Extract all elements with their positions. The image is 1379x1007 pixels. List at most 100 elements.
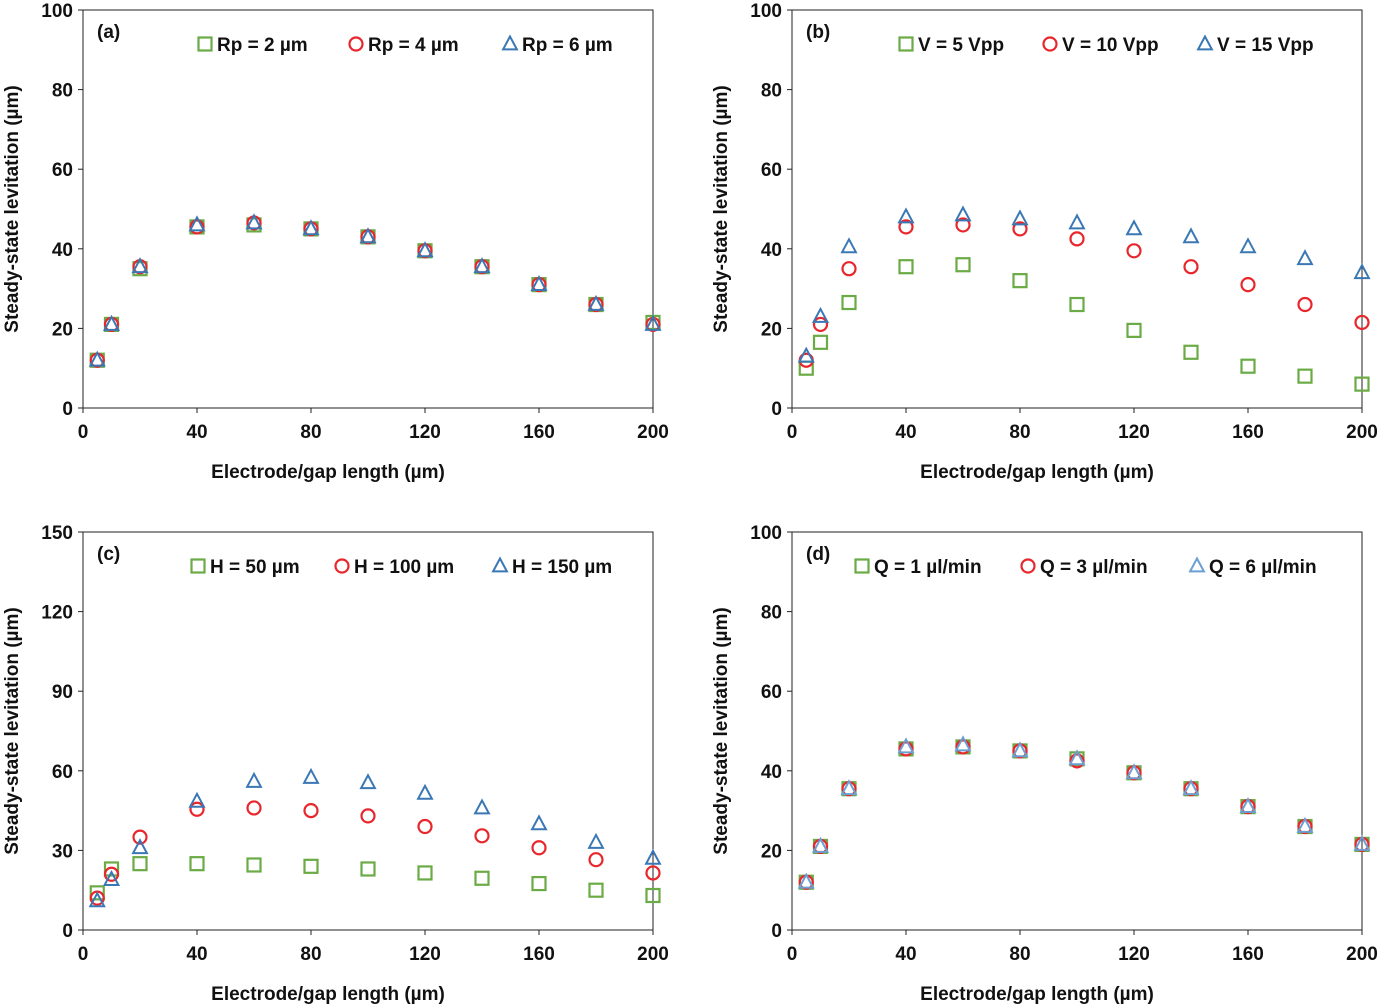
x-tick-label: 40 <box>895 422 916 443</box>
data-point <box>1296 249 1314 266</box>
x-tick-label: 120 <box>1118 944 1150 965</box>
data-point <box>132 829 148 845</box>
plot-area-frame <box>791 9 1363 409</box>
data-point <box>840 779 858 796</box>
y-tick-label: 90 <box>52 682 73 703</box>
data-point <box>1125 219 1143 236</box>
x-tick-label: 120 <box>409 422 441 443</box>
data-point <box>245 213 263 230</box>
y-tick-label: 20 <box>761 319 782 340</box>
y-axis-label: Steady-state levitation (µm) <box>2 607 23 854</box>
x-tick-label: 40 <box>186 944 207 965</box>
legend-marker-square <box>190 558 206 574</box>
data-point <box>1183 344 1199 360</box>
legend-entry: Q = 3 µl/min <box>1040 557 1148 578</box>
data-point <box>359 227 377 244</box>
legend-entry: H = 150 µm <box>512 557 612 578</box>
y-axis-label: Steady-state levitation (µm) <box>711 85 732 332</box>
x-tick-label: 200 <box>1346 422 1378 443</box>
x-tick-label: 160 <box>1232 944 1264 965</box>
data-point <box>954 735 972 752</box>
data-point <box>841 261 857 277</box>
data-point <box>1297 296 1313 313</box>
y-tick-label: 60 <box>52 160 73 181</box>
data-point <box>531 875 547 892</box>
data-point <box>246 800 262 816</box>
data-point <box>645 865 661 881</box>
data-point <box>103 866 120 882</box>
x-tick-label: 80 <box>300 422 321 443</box>
legend-entry: H = 50 µm <box>210 557 300 578</box>
panel-label: (d) <box>806 544 830 565</box>
y-tick-label: 60 <box>761 160 782 181</box>
x-tick-label: 80 <box>1009 422 1030 443</box>
x-tick-label: 80 <box>1009 944 1030 965</box>
data-point <box>811 306 830 323</box>
x-axis-label: Electrode/gap length (µm) <box>920 462 1154 483</box>
series-triangle <box>88 767 662 908</box>
data-point <box>131 257 149 274</box>
legend-marker-square <box>854 558 870 574</box>
panel-2: 0 20 40 60 80 100 0 40 80 120 160 200 Electrode/gap … <box>711 1 1378 483</box>
y-tick-label: 0 <box>771 921 782 942</box>
data-point <box>360 861 376 877</box>
series-square <box>798 257 1370 392</box>
data-point <box>1068 749 1086 766</box>
data-point <box>189 219 205 235</box>
data-point <box>955 739 971 755</box>
data-point <box>303 802 319 819</box>
data-point <box>955 257 971 273</box>
series-circle <box>89 800 661 906</box>
x-axis-label: Electrode/gap length (µm) <box>211 984 445 1005</box>
data-point <box>1069 231 1085 247</box>
y-tick-label: 40 <box>52 240 73 261</box>
panel-label: (a) <box>97 22 120 43</box>
x-tick-label: 200 <box>637 944 669 965</box>
data-point <box>102 314 121 331</box>
data-point <box>797 346 815 363</box>
data-point <box>898 259 914 275</box>
data-point <box>531 840 547 856</box>
data-point <box>188 215 206 232</box>
data-point <box>588 852 604 868</box>
data-point <box>473 798 491 815</box>
x-tick-label: 120 <box>1118 422 1150 443</box>
data-point <box>246 857 262 873</box>
data-point <box>302 767 320 784</box>
y-tick-label: 20 <box>52 319 73 340</box>
y-tick-label: 100 <box>750 523 782 544</box>
data-point <box>1297 368 1313 384</box>
data-point <box>841 294 857 311</box>
data-point <box>588 882 604 898</box>
series-circle <box>798 217 1370 368</box>
data-point <box>897 737 915 754</box>
data-point <box>1069 753 1085 769</box>
series-circle <box>89 215 661 368</box>
y-axis-label: Steady-state levitation (µm) <box>711 607 732 854</box>
data-point <box>1240 277 1256 293</box>
panel-label: (c) <box>97 544 120 565</box>
data-point <box>897 207 915 224</box>
x-tick-label: 160 <box>1232 422 1264 443</box>
x-tick-label: 160 <box>523 944 555 965</box>
data-point <box>88 891 106 908</box>
y-tick-label: 40 <box>761 762 782 783</box>
legend-entry: Q = 1 µl/min <box>874 557 982 578</box>
data-point <box>474 828 490 844</box>
panel-4: 0 20 40 60 80 100 0 40 80 120 160 200 Electrode/gap … <box>711 523 1378 1005</box>
data-point <box>1296 816 1314 833</box>
x-tick-label: 0 <box>78 422 89 443</box>
y-tick-label: 0 <box>62 399 73 420</box>
data-point <box>898 219 914 235</box>
data-point <box>245 771 263 788</box>
data-point <box>1126 243 1142 259</box>
x-tick-label: 0 <box>787 944 798 965</box>
x-tick-label: 160 <box>523 422 555 443</box>
legend-entry: V = 15 Vpp <box>1217 35 1314 56</box>
data-point <box>1011 741 1029 758</box>
data-point <box>644 314 662 331</box>
data-point <box>417 865 433 881</box>
x-tick-label: 0 <box>787 422 798 443</box>
data-point <box>797 872 815 889</box>
data-point <box>1125 763 1143 780</box>
